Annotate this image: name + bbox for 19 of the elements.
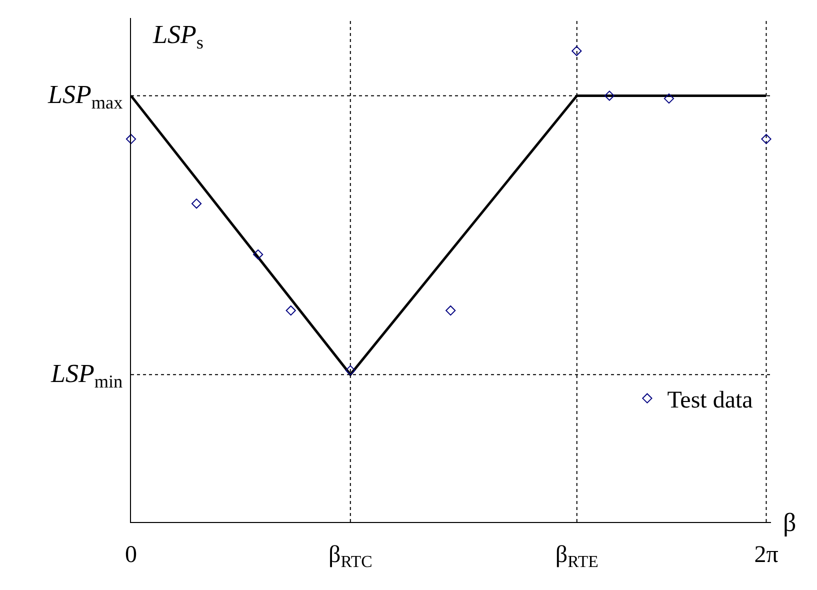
- x-axis-title: β: [783, 508, 796, 537]
- point: [572, 46, 582, 56]
- point: [761, 134, 772, 144]
- point: [286, 305, 296, 316]
- point: [253, 249, 264, 260]
- x-tick-label: β$_{RTE}$: [555, 542, 598, 571]
- x-tick-label: β$_{RTC}$: [328, 542, 372, 571]
- point: [345, 365, 356, 376]
- x-tick-label: 0: [125, 542, 137, 568]
- ref-line-label: LSP$_{max}$: [47, 80, 123, 112]
- point: [126, 134, 136, 144]
- legend-label: Test data: [667, 388, 754, 414]
- point: [446, 305, 456, 316]
- point: [191, 198, 202, 209]
- point: [604, 90, 614, 101]
- x-tick-label: 2π: [754, 542, 778, 568]
- ref-line-label: LSP$_{min}$: [50, 359, 123, 392]
- y-axis-title: LSP$_{s}$: [152, 20, 204, 52]
- point: [664, 94, 674, 104]
